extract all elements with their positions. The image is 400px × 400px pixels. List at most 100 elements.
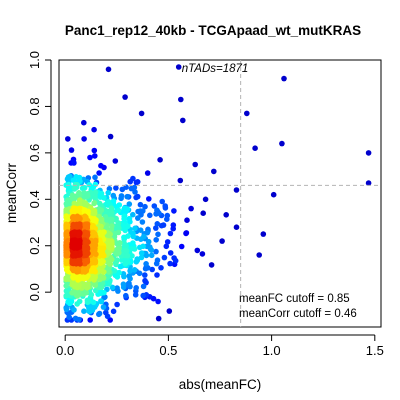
data-point [71,307,77,313]
data-point [71,266,77,272]
data-point [118,193,125,199]
data-point [137,201,144,208]
data-point [138,254,145,261]
data-point [63,253,69,259]
data-point [132,189,138,195]
data-point [69,290,75,296]
data-point [184,217,190,223]
y-tick-label: 0.6 [27,144,42,162]
data-point [69,281,76,288]
data-point [114,274,121,280]
data-point [133,194,139,201]
data-point [116,202,123,208]
data-point [208,262,215,268]
data-point [123,292,129,299]
data-point [120,271,127,277]
data-point [82,239,89,245]
data-point [178,243,185,250]
data-point [154,272,160,278]
data-point [155,315,162,322]
data-point [87,154,93,161]
data-point [82,216,88,223]
data-point [141,233,147,240]
data-point [199,251,206,257]
data-point [128,185,135,192]
data-point [137,227,144,233]
data-point [365,150,372,156]
data-point [121,205,128,211]
data-point [92,174,98,181]
data-point [92,181,99,188]
data-point [167,260,173,267]
data-point [109,216,115,223]
data-point [159,198,165,205]
data-point [115,207,122,214]
data-point [194,247,201,254]
data-point [89,244,96,250]
x-tick-label: 1.5 [366,343,384,358]
data-point [85,250,91,257]
data-point [76,298,83,305]
data-point [148,252,155,259]
data-point [155,231,161,238]
data-point [126,216,132,222]
data-point [91,200,98,206]
data-point [75,244,82,250]
data-point [144,229,151,236]
data-point [121,216,127,222]
y-tick-label: 1.0 [27,51,42,69]
data-point [119,186,126,193]
data-point [124,193,130,200]
data-point [122,261,129,267]
data-point [270,191,277,198]
data-point [69,192,76,198]
data-point [98,162,104,169]
data-point [153,248,159,255]
data-point [132,225,138,232]
data-point [76,316,82,323]
data-point [149,266,155,273]
data-point [178,96,184,103]
data-point [177,177,184,184]
data-point [121,234,127,241]
data-point [167,230,174,237]
data-point [92,259,98,266]
data-point [126,280,132,287]
data-point [140,292,146,299]
data-point [96,310,103,317]
ntads-annotation: nTADs=1871 [182,63,249,75]
data-point [130,211,136,218]
x-axis: 0.0 0.5 1.0 1.5 [56,334,384,358]
data-point [124,252,131,259]
data-point [153,237,159,243]
data-point [71,216,78,222]
data-point [180,117,186,124]
data-point [183,230,189,237]
data-point [90,299,97,306]
data-point [91,277,97,283]
data-point [122,94,128,100]
y-tick-label: 0.8 [27,97,42,115]
data-point [107,133,114,140]
data-point [84,230,90,236]
data-point [233,224,240,230]
data-point [112,158,119,164]
data-point [158,222,165,229]
data-point [81,119,87,126]
data-point [116,249,122,256]
data-point [63,201,70,207]
data-point [90,249,97,256]
data-point [252,145,258,151]
data-point [81,136,87,142]
data-point [74,207,80,214]
data-point [87,317,93,323]
data-point [154,208,161,215]
data-point [113,185,119,191]
x-tick-label: 0.5 [159,343,177,358]
data-point [63,292,69,299]
data-point [281,75,287,82]
y-tick-label: 0.2 [27,237,42,255]
data-point [126,201,133,207]
data-point [132,292,139,298]
meancorr-cutoff-label: meanCorr cutoff = 0.46 [239,308,357,320]
